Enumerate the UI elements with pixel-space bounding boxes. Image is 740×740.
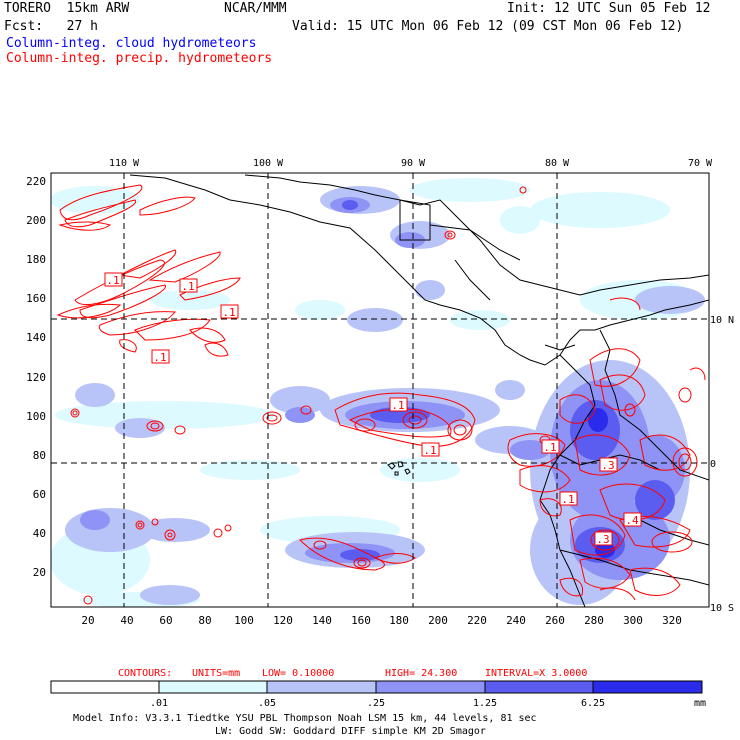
svg-text:280: 280 [584, 614, 604, 627]
map-frame [50, 172, 710, 608]
svg-text:40: 40 [120, 614, 133, 627]
svg-text:UNITS=mm: UNITS=mm [192, 668, 240, 679]
field-precip-title: Column-integ. precip. hydrometeors [6, 51, 273, 66]
svg-text:.3: .3 [601, 459, 614, 472]
lon-label: 70 W [688, 158, 713, 169]
valid-time: Valid: 15 UTC Mon 06 Feb 12 (09 CST Mon … [292, 19, 684, 34]
svg-text:.1: .1 [106, 274, 119, 287]
lat-label: 0 [710, 459, 716, 470]
svg-text:300: 300 [623, 614, 643, 627]
svg-text:120: 120 [273, 614, 293, 627]
contour-label: .3 [594, 531, 613, 546]
init-time: Init: 12 UTC Sun 05 Feb 12 [507, 1, 711, 16]
svg-text:.01: .01 [150, 698, 168, 709]
latitude-labels: 10 N 0 10 S [710, 315, 734, 614]
svg-text:.1: .1 [181, 280, 194, 293]
svg-text:.4: .4 [625, 514, 639, 527]
footer-model-info: Model Info: V3.3.1 Tiedtke YSU PBL Thomp… [73, 713, 537, 724]
svg-text:180: 180 [389, 614, 409, 627]
svg-text:mm: mm [694, 698, 706, 709]
svg-text:60: 60 [159, 614, 172, 627]
lon-label: 110 W [109, 158, 140, 169]
svg-text:20: 20 [33, 566, 46, 579]
svg-text:.25: .25 [367, 698, 385, 709]
svg-text:80: 80 [198, 614, 211, 627]
svg-text:60: 60 [33, 488, 46, 501]
svg-text:.1: .1 [153, 351, 166, 364]
organization: NCAR/MMM [224, 1, 287, 16]
svg-text:.05: .05 [258, 698, 276, 709]
svg-text:CONTOURS:: CONTOURS: [118, 668, 172, 679]
svg-text:INTERVAL=X 3.0000: INTERVAL=X 3.0000 [485, 668, 587, 679]
x-axis-ticks: 20 40 60 80 100 120 140 160 180 200 220 … [81, 614, 682, 627]
contour-label: .1 [421, 442, 440, 457]
svg-text:140: 140 [312, 614, 332, 627]
svg-text:.1: .1 [561, 493, 574, 506]
lon-label: 90 W [401, 158, 426, 169]
contour-label: .1 [179, 278, 198, 293]
contour-label: .1 [151, 349, 170, 364]
model-title: TORERO 15km ARW [4, 1, 130, 16]
svg-text:6.25: 6.25 [581, 698, 605, 709]
lon-label: 80 W [545, 158, 570, 169]
svg-text:.1: .1 [543, 441, 556, 454]
contour-info: CONTOURS: UNITS=mm LOW= 0.10000 HIGH= 24… [118, 668, 587, 679]
svg-text:1.25: 1.25 [473, 698, 497, 709]
svg-text:200: 200 [428, 614, 448, 627]
svg-text:20: 20 [81, 614, 94, 627]
longitude-labels: 110 W 100 W 90 W 80 W 70 W [109, 158, 713, 169]
svg-text:120: 120 [26, 371, 46, 384]
precip-contours [56, 184, 706, 605]
contour-label: .1 [104, 272, 123, 287]
svg-text:100: 100 [234, 614, 254, 627]
svg-text:220: 220 [26, 175, 46, 188]
svg-text:220: 220 [467, 614, 487, 627]
svg-text:140: 140 [26, 331, 46, 344]
svg-text:200: 200 [26, 214, 46, 227]
svg-text:320: 320 [662, 614, 682, 627]
contour-label: .4 [623, 512, 642, 527]
forecast-hour: Fcst: 27 h [4, 19, 98, 34]
svg-text:160: 160 [351, 614, 371, 627]
lon-label: 100 W [253, 158, 284, 169]
svg-text:40: 40 [33, 527, 46, 540]
contour-label: .1 [220, 304, 239, 319]
contour-label: .1 [389, 397, 408, 412]
svg-text:80: 80 [33, 449, 46, 462]
y-axis-ticks: 220 200 180 160 140 120 100 80 60 40 20 [26, 175, 46, 579]
graticule [51, 173, 709, 607]
field-cloud-title: Column-integ. cloud hydrometeors [6, 36, 257, 51]
svg-text:.1: .1 [423, 444, 436, 457]
svg-text:.1: .1 [222, 306, 235, 319]
svg-text:100: 100 [26, 410, 46, 423]
svg-text:240: 240 [506, 614, 526, 627]
footer-physics-info: LW: Godd SW: Goddard DIFF simple KM 2D S… [215, 726, 486, 737]
svg-text:.1: .1 [391, 399, 404, 412]
contour-label: .1 [541, 439, 560, 454]
svg-text:HIGH= 24.300: HIGH= 24.300 [385, 668, 457, 679]
colorbar-ticks: .01 .05 .25 1.25 6.25 mm [150, 698, 706, 709]
contour-label: .3 [599, 457, 618, 472]
svg-text:LOW= 0.10000: LOW= 0.10000 [262, 668, 334, 679]
svg-text:.3: .3 [596, 533, 609, 546]
svg-text:160: 160 [26, 292, 46, 305]
lat-label: 10 N [710, 315, 734, 326]
contour-labels: .1 .1 .1 .1 .1 .1 .1 .1 .3 .4 .3 [104, 272, 642, 546]
svg-text:180: 180 [26, 253, 46, 266]
lat-label: 10 S [710, 603, 734, 614]
contour-label: .1 [559, 491, 578, 506]
svg-text:260: 260 [545, 614, 565, 627]
colorbar [50, 680, 703, 694]
